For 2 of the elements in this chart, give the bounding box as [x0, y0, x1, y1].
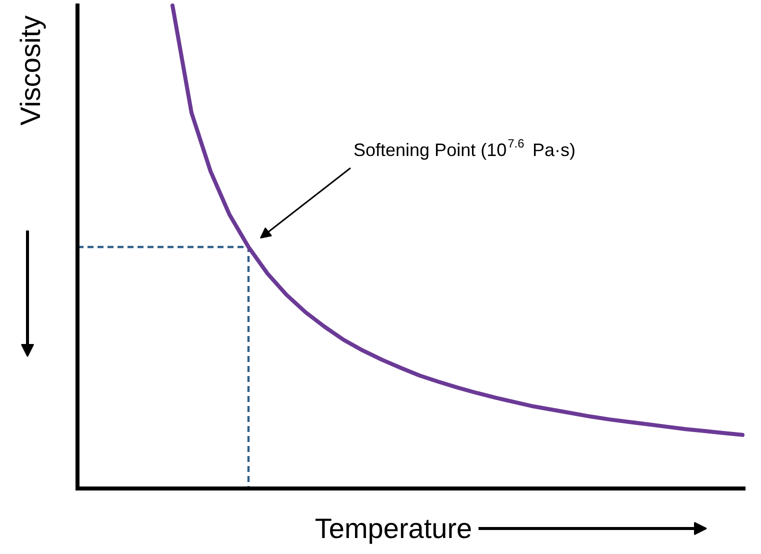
y-axis-title: Viscosity	[15, 16, 46, 126]
x-axis-title: Temperature	[314, 513, 472, 544]
